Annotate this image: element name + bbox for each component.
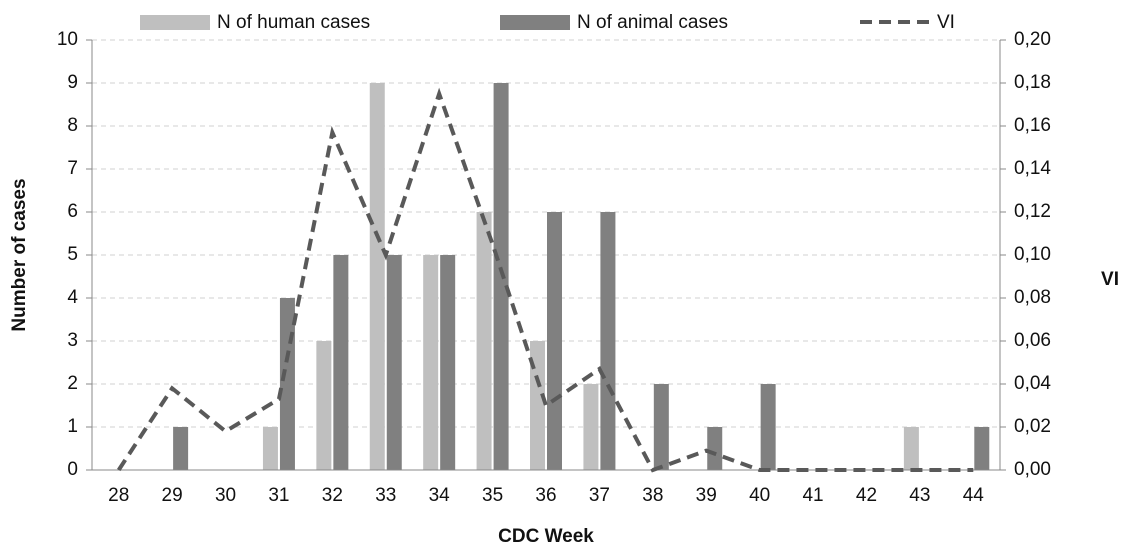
x-tick-label: 36	[535, 485, 556, 506]
y2-tick-label: 0,16	[1014, 115, 1051, 136]
x-tick-label: 37	[589, 485, 610, 506]
x-tick-label: 35	[482, 485, 503, 506]
y2-tick-label: 0,04	[1014, 373, 1051, 394]
x-tick-label: 33	[375, 485, 396, 506]
x-tick-label: 43	[909, 485, 930, 506]
y2-tick-label: 0,02	[1014, 416, 1051, 437]
bar	[583, 384, 599, 470]
bar	[316, 341, 332, 470]
legend-label: N of human cases	[217, 12, 370, 33]
x-tick-label: 39	[696, 485, 717, 506]
bar	[903, 427, 919, 470]
y2-axis-title: VI	[1101, 269, 1119, 290]
bar	[386, 255, 402, 470]
x-tick-label: 40	[749, 485, 770, 506]
bar	[440, 255, 456, 470]
bar	[653, 384, 669, 470]
x-tick-label: 32	[322, 485, 343, 506]
y-tick-label: 0	[67, 459, 78, 480]
y2-tick-label: 0,12	[1014, 201, 1051, 222]
y-tick-label: 9	[67, 72, 78, 93]
x-tick-label: 44	[963, 485, 985, 506]
x-tick-label: 28	[108, 485, 129, 506]
bar	[423, 255, 439, 470]
y2-tick-label: 0,10	[1014, 244, 1051, 265]
bar	[369, 83, 385, 470]
y-tick-label: 6	[67, 201, 78, 222]
legend-swatch	[500, 15, 570, 30]
y2-tick-label: 0,00	[1014, 459, 1051, 480]
x-tick-label: 29	[162, 485, 183, 506]
y-tick-label: 5	[67, 244, 78, 265]
y2-tick-label: 0,08	[1014, 287, 1051, 308]
bar	[974, 427, 990, 470]
x-tick-label: 38	[642, 485, 663, 506]
bar	[333, 255, 349, 470]
x-axis-title: CDC Week	[498, 526, 594, 547]
y2-tick-label: 0,14	[1014, 158, 1051, 179]
legend-label: VI	[937, 12, 955, 33]
bar	[173, 427, 189, 470]
y2-tick-label: 0,06	[1014, 330, 1051, 351]
y-tick-label: 3	[67, 330, 78, 351]
x-tick-label: 41	[802, 485, 823, 506]
y-tick-label: 7	[67, 158, 78, 179]
x-tick-label: 31	[268, 485, 289, 506]
legend-label: N of animal cases	[577, 12, 728, 33]
y-tick-label: 2	[67, 373, 78, 394]
y-tick-label: 10	[57, 29, 78, 50]
line	[117, 87, 974, 473]
y-axis-title: Number of cases	[9, 178, 30, 331]
y2-tick-label: 0,18	[1014, 72, 1051, 93]
x-tick-label: 42	[856, 485, 877, 506]
legend-swatch	[140, 15, 210, 30]
y2-tick-label: 0,20	[1014, 29, 1051, 50]
bar	[600, 212, 616, 470]
bar	[547, 212, 562, 470]
bar	[476, 212, 492, 470]
bar	[530, 341, 545, 470]
x-tick-label: 30	[215, 485, 236, 506]
y-tick-label: 1	[67, 416, 78, 437]
bar	[262, 427, 278, 470]
bar	[760, 384, 776, 470]
y-tick-label: 8	[67, 115, 78, 136]
bar	[707, 427, 723, 470]
bar	[493, 83, 509, 470]
y-tick-label: 4	[67, 287, 78, 308]
x-tick-label: 34	[429, 485, 451, 506]
